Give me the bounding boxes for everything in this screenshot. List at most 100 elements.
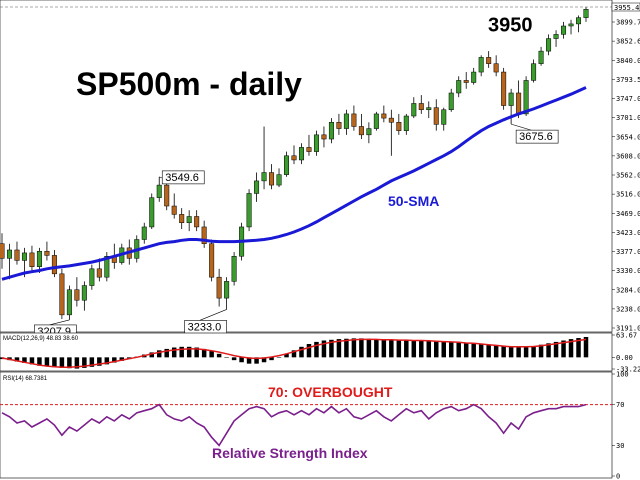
macd-bar	[149, 352, 154, 358]
macd-bar	[179, 346, 184, 358]
annotation-box	[161, 170, 205, 185]
macd-bar	[74, 357, 80, 369]
candle	[463, 72, 469, 89]
candle-body-down	[306, 147, 312, 152]
candle-body-down	[29, 252, 35, 267]
macd-bar	[486, 344, 491, 358]
candle	[171, 193, 177, 219]
annotation-label: 3549.6	[165, 172, 199, 184]
candle-body-up	[81, 285, 87, 301]
candle-body-up	[6, 249, 12, 259]
candle	[433, 99, 439, 131]
price-tick-label: 3608.0	[616, 152, 640, 160]
candle-body-down	[358, 126, 364, 136]
candle	[328, 118, 334, 144]
macd-bar	[239, 357, 244, 363]
macd-bar	[44, 357, 50, 367]
candle-body-down	[269, 172, 275, 186]
candles	[0, 7, 589, 320]
macd-bar	[246, 357, 252, 364]
candle	[538, 46, 544, 66]
candle-body-down	[418, 103, 424, 110]
candle-body-down	[44, 250, 50, 256]
candle	[81, 281, 87, 311]
candle	[269, 164, 275, 190]
price-tick-label: 3423.0	[616, 229, 640, 237]
candle	[321, 126, 327, 148]
candle	[14, 241, 20, 265]
candle-body-up	[576, 17, 582, 25]
candle-body-down	[216, 276, 222, 299]
candle-body-up	[149, 197, 155, 228]
candle-body-up	[553, 34, 559, 39]
macd-bar	[568, 339, 574, 358]
candle-body-up	[373, 113, 379, 129]
price-tick-label: 3562.0	[616, 172, 640, 180]
macd-bar	[576, 338, 581, 358]
candle	[426, 101, 432, 119]
candle-body-down	[96, 268, 102, 278]
candle	[388, 109, 394, 156]
candle-body-down	[51, 255, 57, 275]
candle	[486, 51, 492, 68]
candle	[6, 243, 12, 280]
candle	[576, 15, 582, 33]
candle-body-up	[531, 63, 537, 81]
candle-body-up	[561, 25, 567, 35]
candle-body-up	[21, 252, 27, 261]
macd-axis: 63.67 0.00 -33.22	[612, 332, 640, 374]
candle	[194, 210, 200, 232]
candle	[254, 172, 260, 202]
candle-body-down	[501, 71, 507, 106]
candle	[44, 241, 50, 261]
candle	[493, 55, 499, 77]
price-tick-label: 3899.7	[616, 19, 640, 27]
candle-body-up	[568, 23, 574, 27]
candle-body-up	[471, 71, 477, 83]
price-tick-label: 3330.0	[616, 267, 640, 275]
macd-bar	[299, 346, 304, 358]
macd-bar	[261, 357, 267, 363]
candle-body-up	[156, 184, 162, 198]
macd-bar	[553, 341, 559, 358]
annotation-leader	[49, 319, 70, 326]
candle	[89, 264, 95, 290]
candle-body-down	[516, 92, 522, 115]
candle-body-up	[411, 103, 417, 117]
rsi-label: RSI(14) 68.7381	[3, 376, 48, 382]
sma-label: 50-SMA	[388, 193, 439, 209]
price-tick-label: 3747.0	[616, 95, 640, 103]
macd-bar	[104, 357, 110, 365]
candle-body-down	[194, 216, 200, 228]
candle-body-up	[141, 226, 147, 240]
candle-body-up	[508, 92, 514, 106]
candle-body-down	[74, 289, 80, 301]
candle-body-down	[351, 113, 357, 127]
candle-body-down	[336, 122, 342, 129]
macd-tick-label: -33.22	[616, 366, 640, 374]
price-annotation: 3233.0	[184, 309, 227, 334]
candle	[396, 113, 402, 135]
candle-body-up	[328, 122, 334, 140]
rsi-tick-label: 100	[616, 371, 629, 379]
candle	[501, 67, 507, 110]
candle	[0, 233, 5, 269]
candle	[478, 55, 484, 77]
candle	[276, 168, 282, 188]
macd-bar	[321, 340, 327, 358]
macd-bar	[561, 340, 566, 358]
candle	[471, 67, 477, 85]
price-tick-label: 3852.6	[616, 38, 640, 46]
macd-bar	[478, 344, 484, 358]
candle-body-down	[396, 122, 402, 131]
macd-bar	[89, 357, 95, 367]
macd-bar	[22, 357, 27, 363]
candle-body-down	[486, 57, 492, 64]
macd-bar	[112, 357, 117, 363]
macd-bar	[583, 336, 589, 358]
price-tick-label: 3469.0	[616, 210, 640, 218]
macd-bar	[254, 357, 259, 364]
macd-bar	[366, 338, 372, 358]
candle	[546, 34, 552, 56]
